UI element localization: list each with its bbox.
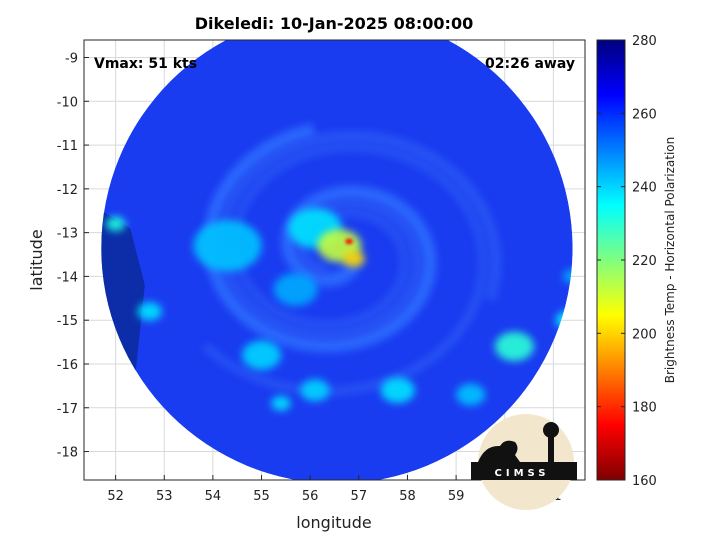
- logo-tower-icon: [548, 430, 554, 462]
- logo-base: [471, 462, 577, 480]
- colorbar: [596, 39, 626, 481]
- colorbar-tick-label: 180: [632, 401, 657, 416]
- x-tick-label: 52: [107, 489, 124, 504]
- convective-cell: [242, 340, 281, 370]
- x-tick-label: 57: [351, 489, 368, 504]
- y-axis-label: latitude: [27, 229, 46, 290]
- logo-dish-icon: [478, 440, 520, 462]
- y-tick-label: -15: [57, 314, 78, 329]
- convective-features: [105, 208, 573, 411]
- colorbar-tick-label: 260: [632, 107, 657, 122]
- y-tick-label: -18: [57, 446, 78, 461]
- convective-cell: [345, 238, 353, 245]
- convective-cell: [271, 396, 291, 411]
- y-tick-label: -12: [57, 183, 78, 198]
- convective-cell: [563, 269, 573, 284]
- colorbar-tick-label: 240: [632, 181, 657, 196]
- vmax-annotation: Vmax: 51 kts: [94, 56, 197, 72]
- convective-cell: [137, 302, 162, 321]
- x-tick-label: 53: [156, 489, 173, 504]
- colorbar-ticks: 280 260 240 220 200 180 160: [597, 34, 657, 489]
- x-tick-label: 58: [399, 489, 416, 504]
- y-axis-ticks: -9 -10 -11 -12 -13 -14 -15 -16 -17 -18: [57, 52, 89, 461]
- y-tick-label: -9: [65, 52, 78, 67]
- convective-cell: [380, 377, 415, 404]
- convective-cell: [193, 220, 262, 272]
- x-axis-label: longitude: [296, 513, 371, 532]
- time-away-annotation: 02:26 away: [485, 56, 575, 72]
- brightness-temp-swath: [101, 40, 573, 480]
- axes-box: [83, 39, 586, 481]
- x-tick-label: 59: [448, 489, 465, 504]
- y-tick-label: -14: [57, 270, 78, 285]
- logo-text: CIMSS: [495, 468, 550, 479]
- colorbar-tick-label: 220: [632, 254, 657, 269]
- spiral-band: [203, 123, 437, 353]
- y-tick-label: -11: [57, 139, 78, 154]
- cimss-logo: CIMSS: [471, 414, 577, 510]
- convective-cell: [456, 383, 486, 406]
- x-tick-label: 54: [205, 489, 222, 504]
- colorbar-tick-label: 160: [632, 474, 657, 489]
- y-tick-label: -13: [57, 227, 78, 242]
- convective-cell: [300, 379, 330, 402]
- convective-cell: [495, 331, 534, 362]
- colorbar-tick-label: 200: [632, 327, 657, 342]
- x-tick-label: 55: [253, 489, 270, 504]
- convective-cell: [343, 250, 365, 267]
- y-tick-label: -17: [57, 402, 78, 417]
- convective-cell: [105, 216, 126, 232]
- colorbar-label: Brightness Temp - Horizontal Polarizatio…: [663, 137, 677, 384]
- chart-title: Dikeledi: 10-Jan-2025 08:00:00: [195, 14, 473, 33]
- y-tick-label: -16: [57, 358, 78, 373]
- colorbar-tick-label: 280: [632, 34, 657, 49]
- convective-cell: [273, 273, 318, 306]
- x-tick-label: 56: [302, 489, 319, 504]
- y-tick-label: -10: [57, 95, 78, 110]
